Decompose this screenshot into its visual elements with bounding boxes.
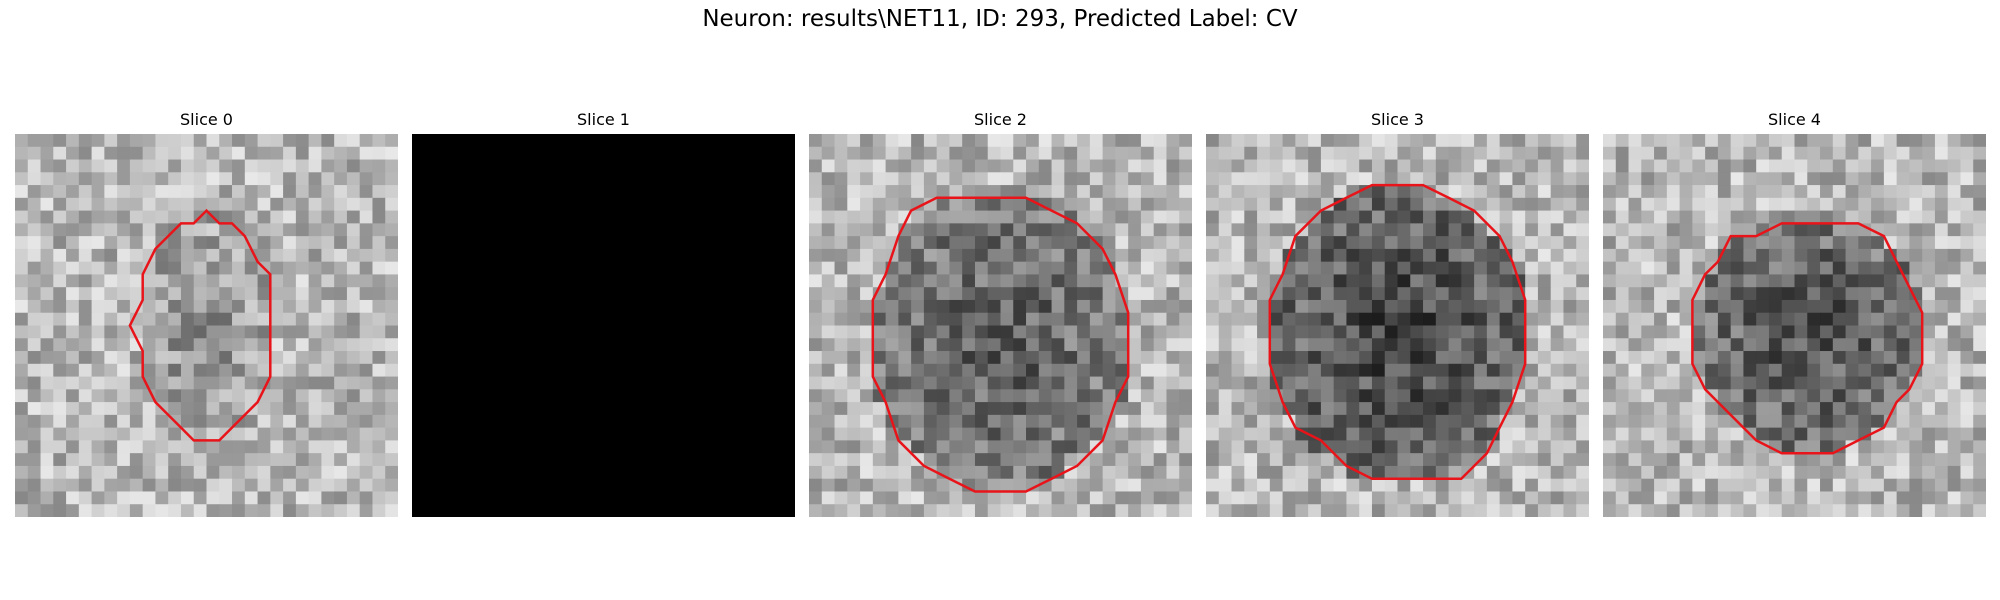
- slice-image-3: [1206, 134, 1589, 517]
- panel-title: Slice 2: [974, 110, 1027, 129]
- slice-image-1: [412, 134, 795, 517]
- panel-slice-0: Slice 0: [15, 108, 398, 517]
- figure-title: Neuron: results\NET11, ID: 293, Predicte…: [702, 6, 1298, 32]
- panel-title: Slice 0: [180, 110, 233, 129]
- blank-slice: [412, 134, 795, 517]
- slice-image-4: [1603, 134, 1986, 517]
- panel-slice-4: Slice 4: [1603, 108, 1986, 517]
- segmentation-contour: [128, 208, 272, 442]
- panel-title: Slice 3: [1371, 110, 1424, 129]
- segmentation-contour: [1268, 183, 1527, 480]
- slice-image-2: [809, 134, 1192, 517]
- panel-title: Slice 1: [577, 110, 630, 129]
- segmentation-contour: [1691, 222, 1924, 455]
- pixel-grid: [1603, 134, 1986, 517]
- segmentation-contour: [871, 196, 1130, 493]
- slice-image-0: [15, 134, 398, 517]
- panel-slice-2: Slice 2: [809, 108, 1192, 517]
- panel-slice-1: Slice 1: [412, 108, 795, 517]
- panel-title: Slice 4: [1768, 110, 1821, 129]
- pixel-grid: [15, 134, 398, 517]
- panel-slice-3: Slice 3: [1206, 108, 1589, 517]
- pixel-grid: [1206, 134, 1589, 517]
- pixel-grid: [809, 134, 1192, 517]
